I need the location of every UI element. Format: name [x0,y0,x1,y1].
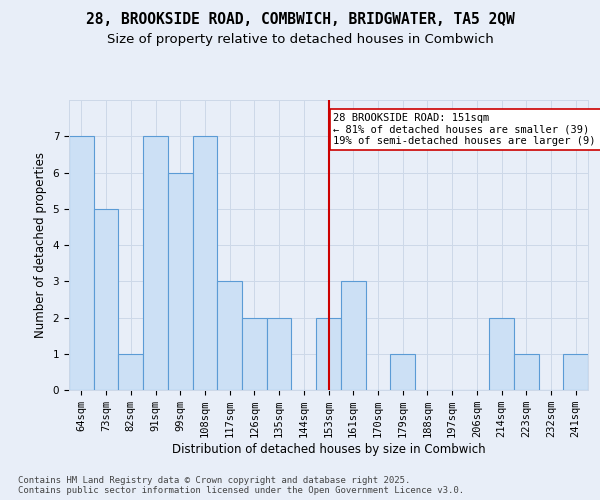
Bar [390,354,415,390]
Bar [193,136,217,390]
Bar [94,209,118,390]
Bar [267,318,292,390]
Text: Size of property relative to detached houses in Combwich: Size of property relative to detached ho… [107,32,493,46]
Bar [242,318,267,390]
Bar [563,354,588,390]
Bar [118,354,143,390]
Bar [341,281,365,390]
Text: 28 BROOKSIDE ROAD: 151sqm
← 81% of detached houses are smaller (39)
19% of semi-: 28 BROOKSIDE ROAD: 151sqm ← 81% of detac… [334,112,600,146]
Bar [514,354,539,390]
Text: 28, BROOKSIDE ROAD, COMBWICH, BRIDGWATER, TA5 2QW: 28, BROOKSIDE ROAD, COMBWICH, BRIDGWATER… [86,12,514,28]
Bar [316,318,341,390]
Bar [217,281,242,390]
Bar [69,136,94,390]
Bar [143,136,168,390]
Y-axis label: Number of detached properties: Number of detached properties [34,152,47,338]
Bar [489,318,514,390]
Text: Contains HM Land Registry data © Crown copyright and database right 2025.
Contai: Contains HM Land Registry data © Crown c… [18,476,464,495]
Bar [168,172,193,390]
X-axis label: Distribution of detached houses by size in Combwich: Distribution of detached houses by size … [172,443,485,456]
